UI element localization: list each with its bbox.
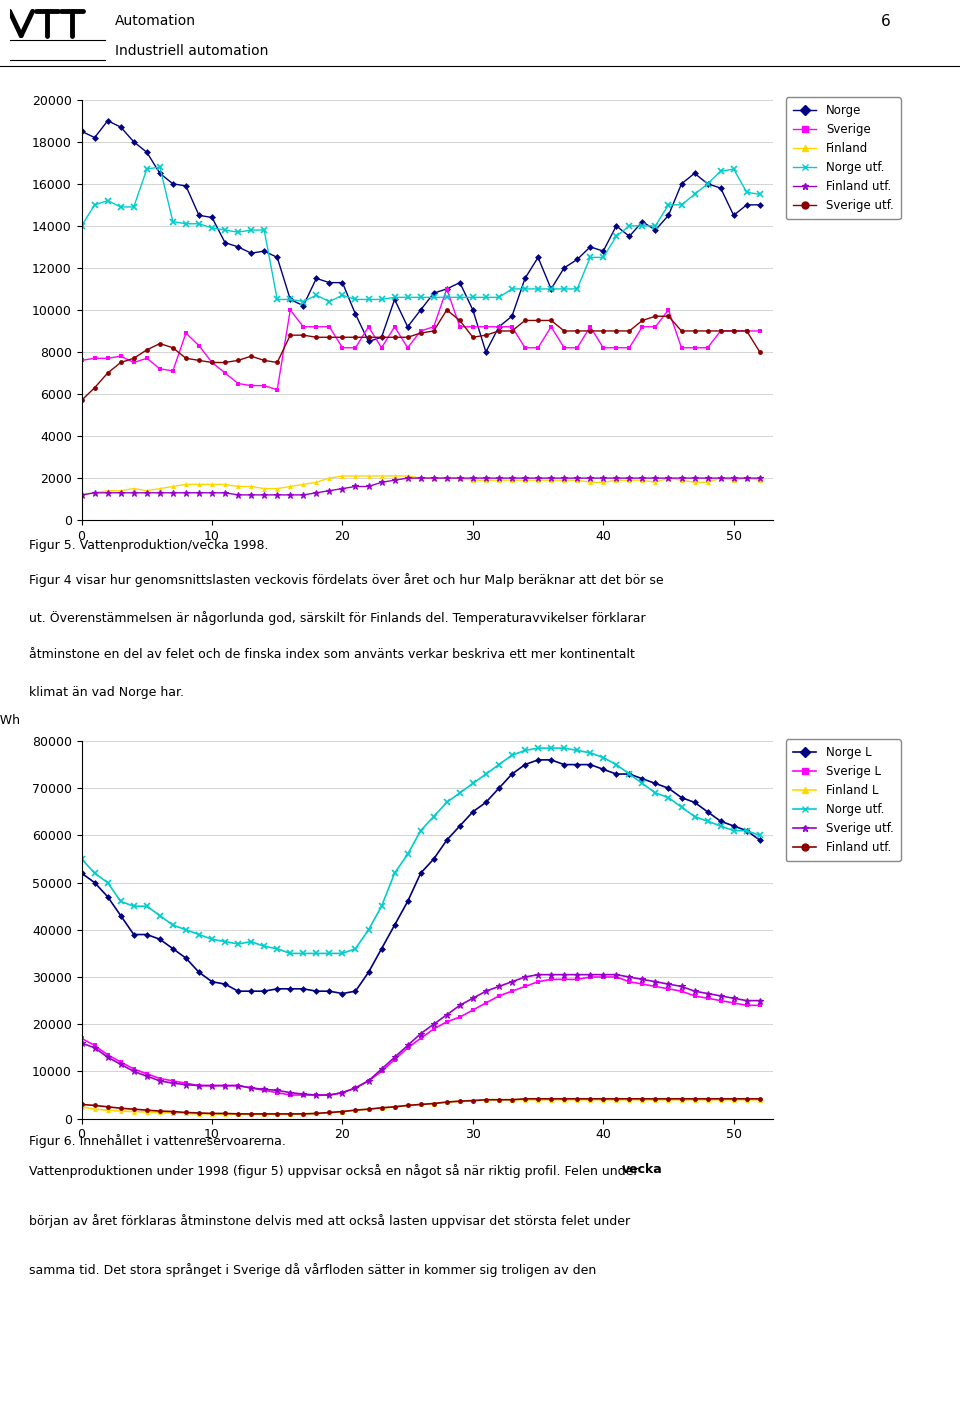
Text: Figur 6. Innehållet i vattenreservoarerna.: Figur 6. Innehållet i vattenreservoarern… <box>29 1134 286 1149</box>
Text: samma tid. Det stora språnget i Sverige då vårfloden sätter in kommer sig trolig: samma tid. Det stora språnget i Sverige … <box>29 1263 596 1277</box>
Text: Figur 5. Vattenproduktion/vecka 1998.: Figur 5. Vattenproduktion/vecka 1998. <box>29 539 268 551</box>
Text: klimat än vad Norge har.: klimat än vad Norge har. <box>29 685 183 700</box>
Legend: Norge L, Sverige L, Finland L, Norge utf., Sverige utf., Finland utf.: Norge L, Sverige L, Finland L, Norge utf… <box>785 740 900 861</box>
Text: Vattenproduktionen under 1998 (figur 5) uppvisar också en något så när riktig pr: Vattenproduktionen under 1998 (figur 5) … <box>29 1164 638 1178</box>
Text: Figur 4 visar hur genomsnittslasten veckovis fördelats över året och hur Malp be: Figur 4 visar hur genomsnittslasten veck… <box>29 573 663 587</box>
Text: åtminstone en del av felet och de finska index som använts verkar beskriva ett m: åtminstone en del av felet och de finska… <box>29 648 635 661</box>
Text: 6: 6 <box>881 14 891 28</box>
Text: Industriell automation: Industriell automation <box>115 44 269 58</box>
Text: vecka: vecka <box>622 1163 662 1177</box>
Text: ut. Överenstämmelsen är någorlunda god, särskilt för Finlands del. Temperaturavv: ut. Överenstämmelsen är någorlunda god, … <box>29 611 645 624</box>
Legend: Norge, Sverige, Finland, Norge utf., Finland utf., Sverige utf.: Norge, Sverige, Finland, Norge utf., Fin… <box>785 97 900 219</box>
Text: GWh: GWh <box>0 714 20 727</box>
Text: början av året förklaras åtminstone delvis med att också lasten uppvisar det stö: början av året förklaras åtminstone delv… <box>29 1214 630 1228</box>
Text: Automation: Automation <box>115 14 196 28</box>
